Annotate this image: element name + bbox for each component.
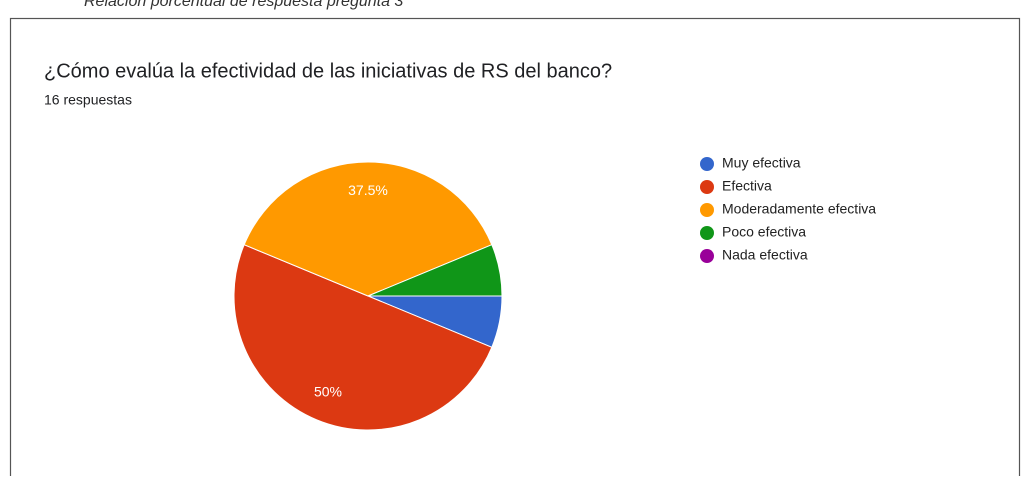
pie-slice xyxy=(233,244,493,431)
chart-frame xyxy=(9,17,1021,481)
legend-swatch xyxy=(700,249,714,263)
legend-label: Moderadamente efectiva xyxy=(722,201,876,217)
legend-label: Poco efectiva xyxy=(722,224,806,240)
legend-label: Nada efectiva xyxy=(722,247,808,263)
caption: Relación porcentual de respuesta pregunt… xyxy=(84,0,403,10)
legend-swatch xyxy=(700,203,714,217)
pie-slice xyxy=(367,244,503,297)
legend-swatch xyxy=(700,157,714,171)
legend-label: Efectiva xyxy=(722,178,772,194)
legend-label: Muy efectiva xyxy=(722,155,801,171)
chart-title: ¿Cómo evalúa la efectividad de las inici… xyxy=(44,60,612,82)
slice-label: 50% xyxy=(314,383,342,399)
chart-subtitle: 16 respuestas xyxy=(44,92,132,108)
slice-label: 37.5% xyxy=(348,182,388,198)
legend-swatch xyxy=(700,226,714,240)
legend-swatch xyxy=(700,180,714,194)
pie-slice xyxy=(243,161,493,297)
